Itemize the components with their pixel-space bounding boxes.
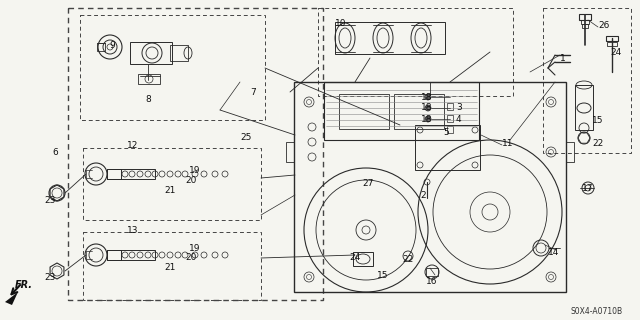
Bar <box>575 85 593 130</box>
Text: 6: 6 <box>52 148 58 156</box>
Bar <box>607 42 617 46</box>
Bar <box>543 8 631 153</box>
Circle shape <box>425 105 431 111</box>
Text: 4: 4 <box>456 115 461 124</box>
Bar <box>324 82 479 140</box>
Text: FR.: FR. <box>15 280 33 290</box>
Text: 26: 26 <box>598 20 609 29</box>
Text: 21: 21 <box>164 186 176 195</box>
Bar <box>80 15 265 120</box>
Text: 9: 9 <box>109 41 115 50</box>
Bar <box>97 43 105 51</box>
Circle shape <box>425 116 431 122</box>
Text: 10: 10 <box>335 19 347 28</box>
Bar <box>566 142 574 162</box>
Text: 19: 19 <box>189 244 201 252</box>
Bar <box>582 24 588 28</box>
Bar <box>107 169 155 179</box>
Bar <box>138 74 160 84</box>
Bar <box>394 94 444 129</box>
Text: 2: 2 <box>420 190 426 199</box>
Bar <box>581 20 589 24</box>
Text: 15: 15 <box>592 116 604 124</box>
Text: 27: 27 <box>362 179 374 188</box>
Bar <box>83 232 261 300</box>
Bar <box>107 169 121 179</box>
Text: 14: 14 <box>548 247 559 257</box>
Text: S0X4-A0710B: S0X4-A0710B <box>571 307 623 316</box>
Bar <box>447 103 453 110</box>
Text: 22: 22 <box>592 139 604 148</box>
Text: 24: 24 <box>610 47 621 57</box>
Text: 1: 1 <box>560 53 566 62</box>
Text: 8: 8 <box>145 94 151 103</box>
Text: 25: 25 <box>240 132 252 141</box>
Text: 20: 20 <box>186 175 196 185</box>
Text: 23: 23 <box>44 196 56 204</box>
Bar <box>579 14 591 20</box>
Bar <box>339 94 389 129</box>
Bar <box>130 42 172 64</box>
Text: 15: 15 <box>377 270 388 279</box>
Text: 18: 18 <box>420 102 432 111</box>
Bar <box>606 36 618 41</box>
Bar <box>294 82 566 292</box>
Text: 5: 5 <box>443 127 449 137</box>
Polygon shape <box>5 292 18 305</box>
Text: 3: 3 <box>456 102 461 111</box>
Bar <box>447 126 453 133</box>
Bar <box>286 142 294 162</box>
Text: 13: 13 <box>127 226 139 235</box>
Text: 18: 18 <box>420 115 432 124</box>
Bar <box>107 250 121 260</box>
Text: 24: 24 <box>349 253 360 262</box>
Bar <box>83 148 261 220</box>
Bar <box>68 8 323 300</box>
Bar <box>426 268 438 276</box>
Bar <box>318 8 513 96</box>
Text: 12: 12 <box>127 140 139 149</box>
Bar <box>447 115 453 122</box>
Text: 19: 19 <box>189 165 201 174</box>
Bar <box>107 250 155 260</box>
Text: 11: 11 <box>502 139 513 148</box>
Bar <box>170 45 188 61</box>
Text: 16: 16 <box>426 277 438 286</box>
Text: 17: 17 <box>582 183 593 193</box>
Text: 22: 22 <box>403 255 413 265</box>
Text: 7: 7 <box>250 87 256 97</box>
Circle shape <box>425 94 431 100</box>
Bar <box>415 125 480 170</box>
Text: 23: 23 <box>44 273 56 282</box>
Text: 18: 18 <box>420 92 432 101</box>
Text: 21: 21 <box>164 263 176 273</box>
Bar <box>353 252 373 266</box>
Bar <box>335 22 445 54</box>
Text: 20: 20 <box>186 253 196 262</box>
